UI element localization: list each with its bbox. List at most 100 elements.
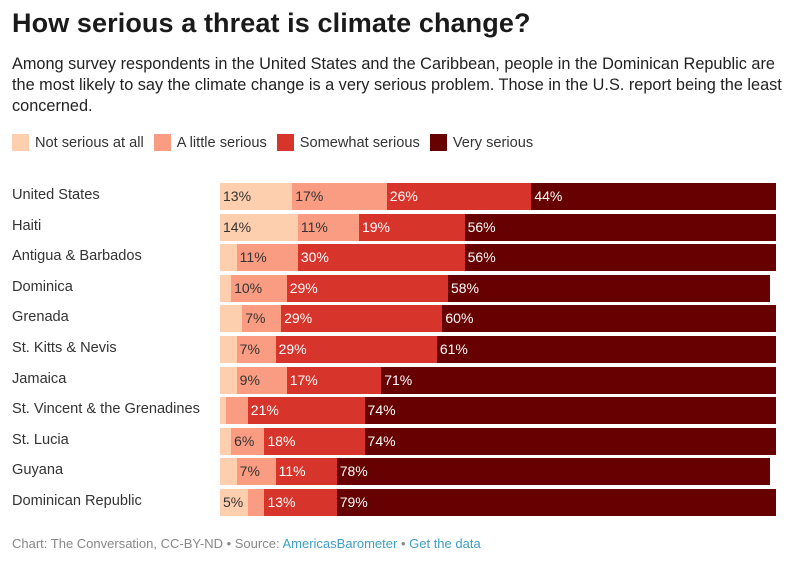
category-label: Jamaica	[12, 370, 67, 387]
bar-segment	[220, 244, 237, 272]
data-label: 29%	[278, 341, 307, 357]
bar-segment: 9%	[236, 366, 287, 394]
bar-segment: 7%	[242, 305, 282, 333]
bar-segment: 78%	[336, 458, 771, 486]
source-prefix: Source:	[234, 536, 283, 551]
chart-subtitle: Among survey respondents in the United S…	[12, 55, 782, 115]
bar-segment: 7%	[236, 336, 276, 363]
bar-segment	[220, 427, 232, 455]
bar-segment	[225, 397, 248, 425]
bar-segment: 18%	[264, 427, 365, 455]
data-label: 11%	[239, 249, 267, 266]
data-label: 29%	[289, 279, 318, 296]
category-label: Grenada	[12, 309, 69, 326]
data-label: 5%	[223, 494, 244, 510]
bar-segment: 74%	[364, 397, 776, 425]
stacked-bar: 10% 29% 58%	[220, 274, 771, 302]
category-label: St. Lucia	[12, 431, 69, 448]
bar-segment: 61%	[436, 336, 776, 363]
stacked-bar: 6% 18% 74%	[220, 427, 776, 455]
data-label: 14%	[223, 218, 252, 235]
data-label: 7%	[245, 310, 266, 327]
bar-segment: 29%	[286, 274, 448, 302]
stacked-bar: 5% 13% 79%	[220, 489, 776, 516]
bar-row: St. Vincent & the Grenadines 21% 74%	[0, 397, 800, 425]
bar-segment: 79%	[336, 489, 776, 516]
category-label: St. Vincent & the Grenadines	[12, 401, 200, 418]
bar-segment: 74%	[364, 427, 776, 455]
bar-row: Jamaica 9% 17% 71%	[0, 366, 800, 395]
bar-segment: 14%	[220, 213, 298, 241]
stacked-bar: 7% 11% 78%	[220, 458, 771, 486]
data-label: 74%	[367, 402, 396, 419]
category-label: Antigua & Barbados	[12, 248, 142, 265]
stacked-bar: 14% 11% 19% 56%	[220, 213, 776, 241]
legend: Not serious at all A little serious Somewh…	[12, 134, 543, 151]
bar-segment: 71%	[381, 366, 776, 394]
data-label: 13%	[267, 494, 296, 510]
bar-segment	[220, 336, 237, 363]
data-label: 7%	[239, 463, 260, 480]
category-label: Dominica	[12, 278, 73, 295]
footer: Chart: The Conversation, CC-BY-ND • Sour…	[12, 536, 481, 551]
data-label: 74%	[367, 432, 396, 449]
bar-segment: 17%	[292, 183, 387, 210]
data-label: 26%	[389, 188, 418, 204]
bar-segment: 17%	[286, 366, 382, 394]
bar-segment: 56%	[464, 244, 776, 272]
bar-segment	[220, 458, 237, 486]
data-label: 78%	[339, 463, 368, 480]
data-label: 29%	[284, 310, 313, 327]
bar-segment: 19%	[358, 213, 465, 241]
bar-row: Haiti 14% 11% 19% 56%	[0, 213, 800, 242]
bar-segment: 26%	[386, 183, 532, 210]
bar-segment: 44%	[531, 183, 776, 210]
data-label: 7%	[239, 341, 260, 357]
stacked-bar: 11% 30% 56%	[220, 244, 776, 272]
data-label: 56%	[467, 249, 496, 266]
stacked-bar: 7% 29% 61%	[220, 336, 776, 363]
legend-swatch	[153, 134, 171, 151]
data-label: 79%	[339, 494, 368, 510]
legend-swatch	[12, 134, 29, 151]
bar-segment: 11%	[297, 213, 359, 241]
data-label: 21%	[250, 402, 279, 419]
bar-segment	[220, 366, 237, 394]
get-data-link[interactable]: Get the data	[409, 536, 481, 551]
legend-item: A little serious	[153, 134, 267, 151]
source-link[interactable]: AmericasBarometer	[282, 536, 398, 551]
bar-row: Grenada 7% 29% 60%	[0, 305, 800, 333]
bar-segment: 13%	[220, 183, 293, 210]
bar-segment	[220, 305, 243, 333]
bar-segment: 29%	[281, 305, 443, 333]
data-label: 18%	[267, 432, 296, 449]
bar-row: Guyana 7% 11% 78%	[0, 458, 800, 486]
category-label: Dominican Republic	[12, 493, 142, 509]
data-label: 60%	[445, 310, 474, 327]
chart-title: How serious a threat is climate change?	[12, 8, 531, 38]
legend-item: Very serious	[429, 134, 534, 151]
stacked-bar: 7% 29% 60%	[220, 305, 776, 333]
legend-label: Very serious	[452, 134, 534, 151]
bar-segment: 58%	[447, 274, 771, 302]
legend-label: A little serious	[176, 134, 267, 151]
bar-segment: 5%	[220, 489, 248, 516]
data-label: 44%	[534, 188, 563, 204]
data-label: 10%	[234, 279, 263, 296]
separator: •	[397, 536, 410, 551]
legend-label: Not serious at all	[35, 134, 144, 151]
bar-segment	[247, 489, 265, 516]
bar-segment: 11%	[236, 244, 298, 272]
legend-item: Somewhat serious	[276, 134, 420, 151]
bar-row: Dominican Republic 5% 13% 79%	[0, 489, 800, 517]
bar-segment: 21%	[247, 397, 365, 425]
data-label: 17%	[295, 188, 324, 204]
data-label: 61%	[439, 341, 468, 357]
data-label: 13%	[223, 188, 252, 204]
bar-row: St. Lucia 6% 18% 74%	[0, 427, 800, 456]
category-label: United States	[12, 187, 100, 203]
bar-segment: 30%	[297, 244, 465, 272]
bar-segment	[220, 274, 232, 302]
bar-segment: 29%	[275, 336, 437, 363]
bar-segment	[220, 397, 226, 425]
